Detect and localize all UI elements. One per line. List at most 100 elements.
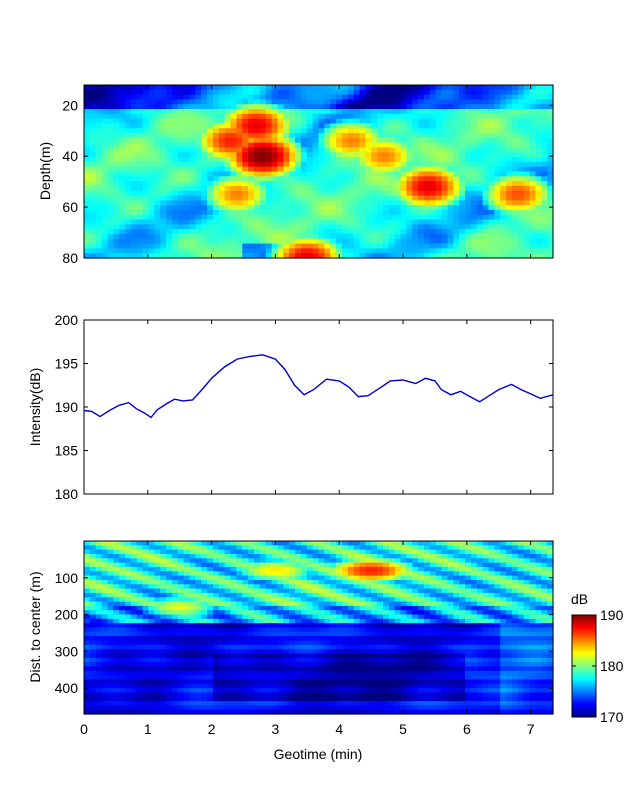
heatmap-cell (166, 137, 173, 144)
heatmap-cell (101, 692, 109, 698)
heatmap-cell (359, 579, 366, 585)
heatmap-cell (254, 133, 261, 139)
heatmap-cell (130, 545, 138, 551)
heatmap-cell (418, 133, 425, 139)
heatmap-cell (347, 631, 355, 637)
heatmap-cell (242, 605, 249, 611)
heatmap-cell (84, 152, 91, 158)
heatmap-cell (189, 679, 196, 685)
heatmap-cell (230, 562, 238, 568)
heatmap-cell (336, 89, 343, 96)
heatmap-cell (89, 688, 97, 693)
heatmap-cell (359, 562, 366, 568)
heatmap-cell (470, 109, 478, 115)
heatmap-cell (230, 214, 238, 221)
heatmap-cell (347, 592, 355, 598)
heatmap-cell (189, 118, 196, 125)
heatmap-cell (312, 147, 320, 153)
heatmap-cell (271, 233, 279, 240)
heatmap-cell (300, 623, 308, 629)
heatmap-cell (242, 610, 249, 616)
heatmap-cell (154, 128, 161, 134)
heatmap-cell (377, 205, 384, 211)
heatmap-cell (189, 147, 196, 153)
heatmap-cell (242, 209, 249, 216)
heatmap-cell (201, 657, 208, 663)
heatmap-cell (125, 152, 132, 158)
heatmap-cell (336, 545, 343, 551)
heatmap-cell (201, 243, 208, 249)
heatmap-cell (347, 123, 355, 129)
heatmap-cell (365, 558, 372, 564)
heatmap-cell (529, 142, 537, 149)
heatmap-cell (424, 152, 431, 158)
heatmap-cell (195, 614, 202, 620)
heatmap-cell (218, 588, 226, 594)
heatmap-cell (242, 584, 249, 590)
heatmap-cell (113, 549, 120, 555)
heatmap-cell (535, 205, 542, 211)
heatmap-cell (529, 171, 537, 177)
heatmap-cell (248, 89, 255, 96)
heatmap-cell (365, 181, 372, 187)
heatmap-cell (101, 229, 109, 235)
heatmap-cell (547, 85, 554, 91)
heatmap-cell (89, 705, 97, 711)
heatmap-cell (283, 631, 290, 637)
heatmap-cell (101, 627, 109, 633)
heatmap-cell (130, 166, 138, 173)
heatmap-cell (271, 219, 279, 225)
heatmap-cell (412, 133, 419, 139)
heatmap-cell (119, 549, 126, 555)
heatmap-cell (113, 558, 120, 564)
heatmap-cell (447, 200, 454, 206)
heatmap-cell (365, 123, 372, 129)
heatmap-cell (359, 545, 366, 551)
heatmap-cell (224, 94, 232, 101)
heatmap-cell (89, 104, 97, 110)
heatmap-cell (465, 200, 472, 206)
heatmap-cell (183, 688, 191, 693)
heatmap-cell (177, 200, 185, 206)
heatmap-cell (400, 214, 408, 221)
heatmap-cell (142, 181, 150, 187)
heatmap-cell (84, 657, 91, 663)
heatmap-cell (353, 157, 361, 163)
heatmap-cell (207, 666, 214, 672)
heatmap-cell (418, 99, 425, 105)
heatmap-cell (224, 579, 232, 585)
heatmap-cell (254, 549, 261, 555)
heatmap-cell (130, 649, 138, 655)
heatmap-cell (371, 571, 378, 577)
heatmap-cell (189, 605, 196, 611)
heatmap-cell (113, 579, 120, 585)
heatmap-cell (295, 657, 302, 663)
heatmap-cell (470, 238, 478, 245)
heatmap-cell (201, 558, 208, 564)
heatmap-cell (119, 601, 126, 607)
heatmap-cell (89, 94, 97, 101)
heatmap-cell (324, 584, 331, 590)
heatmap-cell (347, 209, 355, 216)
heatmap-cell (277, 243, 284, 249)
heatmap-cell (107, 584, 114, 590)
heatmap-cell (529, 104, 537, 110)
heatmap-cell (154, 566, 161, 572)
heatmap-cell (201, 214, 208, 221)
heatmap-cell (283, 147, 290, 153)
heatmap-cell (476, 248, 484, 254)
heatmap-cell (154, 614, 161, 620)
heatmap-cell (160, 209, 167, 216)
heatmap-cell (324, 709, 331, 715)
heatmap-cell (136, 99, 144, 105)
heatmap-cell (377, 166, 384, 173)
heatmap-cell (453, 219, 460, 225)
heatmap-cell (230, 152, 238, 158)
heatmap-cell (459, 128, 466, 134)
heatmap-cell (330, 181, 337, 187)
heatmap-cell (183, 133, 191, 139)
heatmap-cell (547, 233, 554, 240)
heatmap-cell (113, 605, 120, 611)
heatmap-cell (125, 592, 132, 598)
heatmap-cell (119, 142, 126, 149)
